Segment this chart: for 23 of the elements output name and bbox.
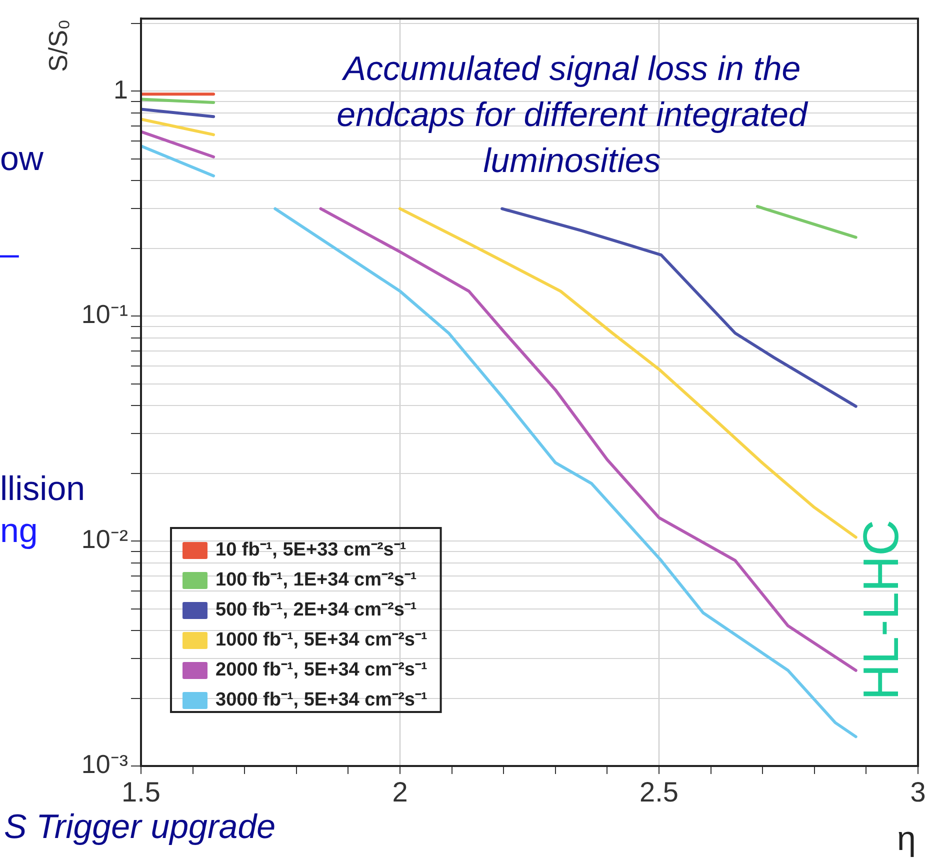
text: ng	[0, 512, 38, 551]
legend-label: 2000 fb⁻¹, 5E+34 cm⁻²s⁻¹	[216, 660, 428, 681]
x-tick-label: 1.5	[122, 776, 160, 808]
annotation: HL-LHC	[852, 520, 910, 700]
legend-label: 500 fb⁻¹, 2E+34 cm⁻²s⁻¹	[216, 600, 417, 621]
legend-label: 10 fb⁻¹, 5E+33 cm⁻²s⁻¹	[216, 540, 406, 561]
legend-label: 3000 fb⁻¹, 5E+34 cm⁻²s⁻¹	[216, 690, 428, 711]
text: –	[0, 235, 19, 274]
x-tick-label: 3	[910, 776, 926, 808]
text: ow	[0, 140, 44, 179]
text: llision	[0, 470, 86, 509]
x-tick-label: 2	[392, 776, 408, 808]
y-tick-label: 1	[114, 74, 128, 104]
y-tick-label: 10⁻¹	[81, 299, 128, 330]
y-tick-label: 10⁻³	[81, 749, 128, 780]
x-axis-title: η	[897, 820, 916, 859]
y-axis-title: S/S₀	[42, 19, 74, 72]
legend-label: 100 fb⁻¹, 1E+34 cm⁻²s⁻¹	[216, 570, 417, 591]
x-tick-label: 2.5	[640, 776, 678, 808]
legend-label: 1000 fb⁻¹, 5E+34 cm⁻²s⁻¹	[216, 630, 428, 651]
text: S Trigger upgrade	[4, 808, 276, 847]
y-tick-label: 10⁻²	[81, 524, 128, 554]
text: Accumulated signal loss in the endcaps for different integrated luminosities	[336, 49, 810, 182]
